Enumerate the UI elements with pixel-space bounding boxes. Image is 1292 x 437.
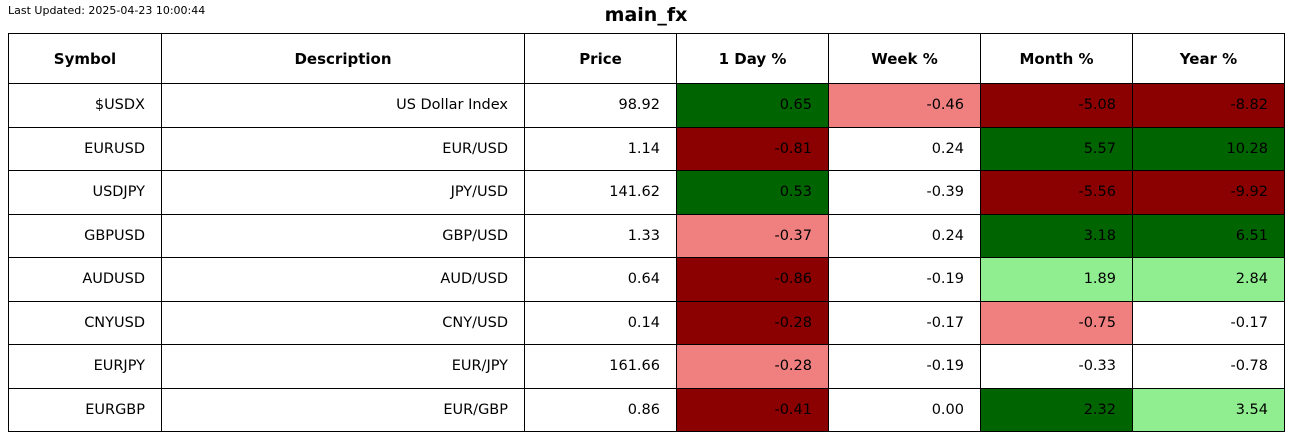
description-cell: EUR/GBP — [161, 387, 525, 432]
symbol-cell: USDJPY — [8, 170, 162, 215]
price-cell: 0.86 — [524, 387, 677, 432]
year-change-cell: 3.54 — [1132, 387, 1285, 432]
week-change-cell: 0.24 — [828, 126, 981, 171]
week-change-cell: -0.46 — [828, 83, 981, 128]
year-change-cell: -8.82 — [1132, 83, 1285, 128]
month-change-cell: -5.56 — [980, 170, 1133, 215]
price-cell: 1.14 — [524, 126, 677, 171]
price-cell: 98.92 — [524, 83, 677, 128]
column-header-year: Year % — [1132, 33, 1285, 84]
fx-table-body: $USDX US Dollar Index 98.92 0.65 -0.46 -… — [8, 83, 1285, 432]
page-title: main_fx — [604, 4, 688, 26]
column-header-week: Week % — [828, 33, 981, 84]
last-updated-label: Last Updated: 2025-04-23 10:00:44 — [8, 4, 206, 17]
header-row: Symbol Description Price 1 Day % Week % Month… — [8, 33, 1285, 84]
fx-table: Symbol Description Price 1 Day % Week % Month… — [8, 33, 1285, 432]
price-cell: 1.33 — [524, 213, 677, 258]
year-change-cell: -0.17 — [1132, 300, 1285, 345]
symbol-cell: $USDX — [8, 83, 162, 128]
day-change-cell: 0.53 — [676, 170, 829, 215]
description-cell: US Dollar Index — [161, 83, 525, 128]
week-change-cell: -0.19 — [828, 344, 981, 389]
month-change-cell: -0.75 — [980, 300, 1133, 345]
table-row: GBPUSD GBP/USD 1.33 -0.37 0.24 3.18 6.51 — [8, 213, 1285, 258]
fx-table-header: Symbol Description Price 1 Day % Week % Month… — [8, 33, 1285, 84]
week-change-cell: -0.19 — [828, 257, 981, 302]
day-change-cell: -0.86 — [676, 257, 829, 302]
column-header-1-day: 1 Day % — [676, 33, 829, 84]
month-change-cell: 3.18 — [980, 213, 1133, 258]
symbol-cell: AUDUSD — [8, 257, 162, 302]
column-header-month: Month % — [980, 33, 1133, 84]
symbol-cell: CNYUSD — [8, 300, 162, 345]
day-change-cell: -0.28 — [676, 344, 829, 389]
symbol-cell: EURJPY — [8, 344, 162, 389]
month-change-cell: -0.33 — [980, 344, 1133, 389]
day-change-cell: 0.65 — [676, 83, 829, 128]
day-change-cell: -0.41 — [676, 387, 829, 432]
day-change-cell: -0.81 — [676, 126, 829, 171]
description-cell: EUR/USD — [161, 126, 525, 171]
description-cell: JPY/USD — [161, 170, 525, 215]
year-change-cell: -9.92 — [1132, 170, 1285, 215]
table-row: CNYUSD CNY/USD 0.14 -0.28 -0.17 -0.75 -0… — [8, 300, 1285, 345]
table-row: EURJPY EUR/JPY 161.66 -0.28 -0.19 -0.33 … — [8, 344, 1285, 389]
description-cell: EUR/JPY — [161, 344, 525, 389]
day-change-cell: -0.37 — [676, 213, 829, 258]
table-row: AUDUSD AUD/USD 0.64 -0.86 -0.19 1.89 2.8… — [8, 257, 1285, 302]
description-cell: AUD/USD — [161, 257, 525, 302]
table-row: EURUSD EUR/USD 1.14 -0.81 0.24 5.57 10.2… — [8, 126, 1285, 171]
column-header-description: Description — [161, 33, 525, 84]
price-cell: 0.14 — [524, 300, 677, 345]
table-row: $USDX US Dollar Index 98.92 0.65 -0.46 -… — [8, 83, 1285, 128]
week-change-cell: -0.17 — [828, 300, 981, 345]
column-header-symbol: Symbol — [8, 33, 162, 84]
year-change-cell: 10.28 — [1132, 126, 1285, 171]
year-change-cell: 2.84 — [1132, 257, 1285, 302]
week-change-cell: 0.24 — [828, 213, 981, 258]
price-cell: 0.64 — [524, 257, 677, 302]
table-row: EURGBP EUR/GBP 0.86 -0.41 0.00 2.32 3.54 — [8, 387, 1285, 432]
month-change-cell: 2.32 — [980, 387, 1133, 432]
symbol-cell: GBPUSD — [8, 213, 162, 258]
price-cell: 161.66 — [524, 344, 677, 389]
price-cell: 141.62 — [524, 170, 677, 215]
table-row: USDJPY JPY/USD 141.62 0.53 -0.39 -5.56 -… — [8, 170, 1285, 215]
week-change-cell: -0.39 — [828, 170, 981, 215]
description-cell: GBP/USD — [161, 213, 525, 258]
day-change-cell: -0.28 — [676, 300, 829, 345]
month-change-cell: 1.89 — [980, 257, 1133, 302]
symbol-cell: EURUSD — [8, 126, 162, 171]
year-change-cell: 6.51 — [1132, 213, 1285, 258]
symbol-cell: EURGBP — [8, 387, 162, 432]
month-change-cell: -5.08 — [980, 83, 1133, 128]
month-change-cell: 5.57 — [980, 126, 1133, 171]
column-header-price: Price — [524, 33, 677, 84]
week-change-cell: 0.00 — [828, 387, 981, 432]
description-cell: CNY/USD — [161, 300, 525, 345]
year-change-cell: -0.78 — [1132, 344, 1285, 389]
